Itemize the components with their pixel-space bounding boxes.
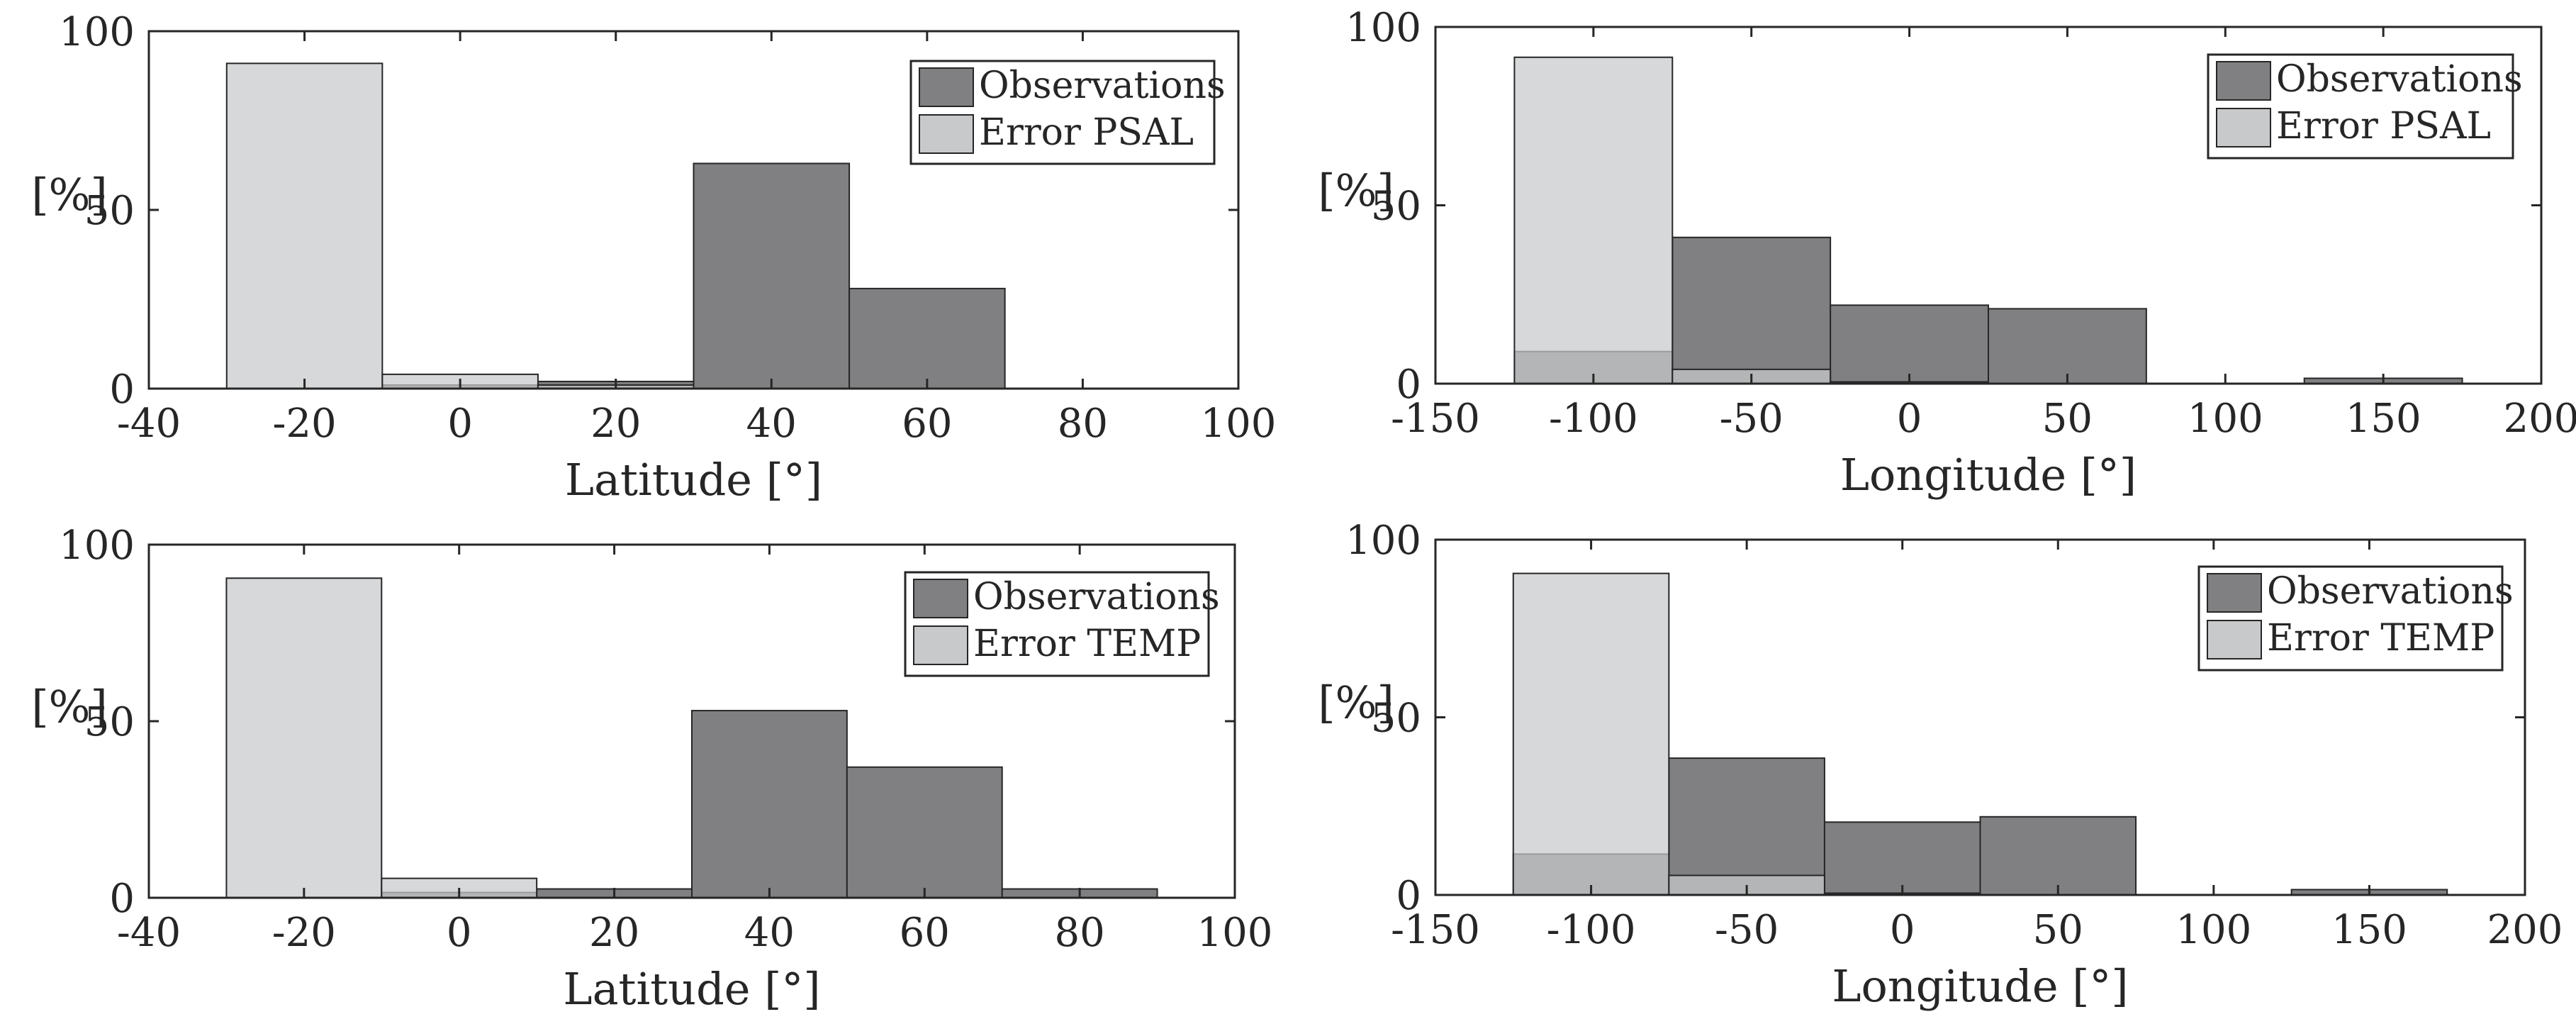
x-tick-label: -50: [1715, 907, 1779, 953]
x-tick-label: 50: [2042, 396, 2093, 442]
legend-label: Observations: [973, 576, 1220, 618]
panel-lon-temp: -150 -100 -50 0 50 100 150 200 0 50 100 Longitude […: [1318, 518, 2563, 1012]
x-tick-label: 60: [900, 910, 950, 956]
bar-error: [1512, 572, 1670, 896]
bar-observations: [849, 287, 1006, 389]
x-tick-label: 50: [2033, 907, 2083, 953]
x-tick-label: 60: [902, 401, 952, 447]
y-tick-label: 50: [1371, 184, 1421, 230]
y-tick-label: 0: [1396, 873, 1421, 919]
x-tick-label: -100: [1549, 396, 1638, 442]
y-tick-label: 100: [59, 523, 135, 569]
legend-swatch-error: [919, 114, 974, 154]
x-tick-label: 0: [1890, 907, 1915, 953]
x-tick-label: 100: [1197, 910, 1273, 956]
bar-observations: [1823, 821, 1981, 896]
y-tick-label: 100: [1345, 518, 1421, 564]
x-tick-label: 0: [447, 910, 472, 956]
y-tick-label: 0: [109, 876, 135, 922]
x-tick-label: -100: [1547, 907, 1636, 953]
y-tick-label: 0: [109, 367, 135, 413]
y-axis-label: [%]: [1318, 677, 1394, 728]
legend-label: Error PSAL: [979, 111, 1194, 154]
legend-label: Error TEMP: [2267, 617, 2494, 660]
y-tick-label: 100: [59, 9, 135, 55]
panel-lat-temp: -40 -20 0 20 40 60 80 100 0 50 100 Latitude [°] [%] O…: [31, 523, 1272, 1015]
x-axis-label: Latitude [°]: [563, 963, 820, 1015]
legend-swatch-error: [2216, 108, 2271, 148]
x-tick-label: -40: [117, 910, 181, 956]
panel-lat-psal: -40 -20 0 20 40 60 80 100 0 50 100 Latitude [°] [%] O…: [31, 9, 1276, 506]
bar-error: [225, 62, 383, 390]
x-axis-label: Longitude [°]: [1832, 960, 2128, 1012]
y-tick-label: 50: [1371, 696, 1421, 742]
legend: Observations Error TEMP: [904, 571, 1220, 677]
bar-observations: [691, 710, 848, 898]
x-tick-label: 100: [2188, 396, 2263, 442]
x-axis-label: Longitude [°]: [1840, 449, 2137, 501]
bar-error: [1513, 56, 1674, 384]
x-tick-label: 100: [1201, 401, 1277, 447]
bar-error: [225, 577, 383, 898]
bar-observations: [1988, 308, 2147, 384]
bar-observations: [1668, 757, 1825, 896]
legend-swatch-error: [913, 625, 968, 665]
legend-swatch-observations: [913, 579, 968, 618]
bar-observations: [1671, 236, 1832, 384]
y-tick-label: 100: [1345, 5, 1421, 51]
x-tick-label: 0: [1897, 396, 1922, 442]
bar-observations: [1830, 304, 1989, 384]
legend-label: Error PSAL: [2276, 105, 2491, 148]
x-tick-label: 100: [2175, 907, 2251, 953]
x-tick-label: 200: [2504, 396, 2576, 442]
legend-swatch-observations: [2207, 573, 2262, 613]
bar-observations: [1979, 816, 2137, 896]
x-tick-label: 150: [2346, 396, 2421, 442]
legend-swatch-error: [2207, 620, 2262, 660]
bar-observations: [693, 162, 851, 389]
x-tick-label: -150: [1391, 396, 1480, 442]
x-tick-label: 40: [746, 401, 797, 447]
bar-observations: [846, 766, 1003, 898]
y-axis-label: [%]: [31, 169, 107, 221]
x-tick-label: -20: [272, 910, 336, 956]
panel-lon-psal: -150 -100 -50 0 50 100 150 200 0 50 100 Longitude […: [1318, 5, 2576, 501]
y-tick-label: 0: [1396, 362, 1421, 408]
x-tick-label: 150: [2331, 907, 2407, 953]
y-axis-label: [%]: [31, 681, 107, 733]
x-tick-label: -40: [117, 401, 181, 447]
x-tick-label: -50: [1720, 396, 1783, 442]
x-tick-label: 20: [590, 401, 641, 447]
x-tick-label: 0: [447, 401, 473, 447]
y-axis-label: [%]: [1318, 165, 1394, 216]
x-tick-label: 80: [1058, 401, 1108, 447]
x-tick-label: 40: [744, 910, 795, 956]
legend-swatch-observations: [919, 67, 974, 107]
legend-label: Observations: [2267, 570, 2514, 613]
legend-label: Observations: [979, 65, 1226, 107]
legend-swatch-observations: [2216, 61, 2271, 101]
legend-label: Observations: [2276, 58, 2523, 101]
x-tick-label: 20: [589, 910, 639, 956]
x-tick-label: 200: [2487, 907, 2563, 953]
x-tick-label: -20: [272, 401, 336, 447]
y-tick-label: 50: [84, 699, 135, 745]
x-axis-label: Latitude [°]: [565, 454, 822, 506]
x-tick-label: -150: [1391, 907, 1480, 953]
x-tick-label: 80: [1055, 910, 1105, 956]
y-tick-label: 50: [84, 188, 135, 234]
legend-label: Error TEMP: [973, 623, 1201, 665]
